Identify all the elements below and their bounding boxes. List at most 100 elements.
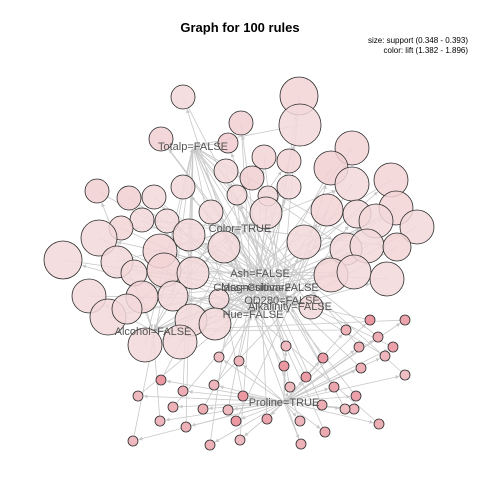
rule-node: [148, 126, 174, 152]
rule-node: [399, 369, 411, 381]
rule-edge: [283, 349, 388, 403]
rule-node: [127, 327, 163, 363]
rule-edge: [258, 275, 268, 420]
rule-node: [204, 439, 216, 451]
rule-node: [197, 403, 209, 415]
rule-node: [310, 193, 344, 227]
rule-edge: [213, 307, 289, 386]
rule-edge: [193, 148, 326, 433]
item-label-alcohol: Alcohol=FALSE: [115, 326, 192, 338]
rule-edge: [194, 148, 312, 308]
rule-node: [239, 165, 265, 191]
rule-node: [170, 84, 196, 110]
rule-node: [237, 390, 249, 402]
rule-node: [170, 174, 196, 200]
rule-node: [222, 404, 234, 416]
rule-node: [154, 415, 166, 427]
rule-node: [172, 218, 206, 252]
rule-node: [207, 230, 241, 264]
rule-node: [198, 307, 232, 341]
rule-edge: [235, 308, 290, 422]
rule-edge: [283, 401, 340, 410]
rule-edge: [209, 230, 242, 446]
rule-node: [84, 178, 110, 204]
rule-edge: [283, 370, 356, 403]
item-label-class: Class=Cultivar2: [213, 282, 290, 294]
rule-node: [399, 314, 411, 326]
rule-edge: [283, 401, 374, 424]
rule-node: [387, 341, 399, 353]
item-label-color: Color=TRUE: [209, 223, 272, 235]
rule-edge: [229, 298, 291, 307]
item-label-alkalinity: Alkalinity=FALSE: [248, 301, 332, 313]
rule-node: [278, 103, 322, 147]
rule-edge: [283, 401, 297, 417]
rule-node: [276, 174, 302, 200]
rule-edge: [269, 289, 291, 388]
rule-node: [129, 207, 155, 233]
rule-edge: [194, 148, 324, 359]
rule-node: [167, 401, 179, 413]
rule-node: [399, 209, 435, 245]
rule-edge: [283, 401, 300, 439]
rule-edge: [252, 289, 301, 422]
rule-node: [334, 166, 370, 202]
rule-edge: [141, 219, 288, 305]
rule-node: [328, 381, 340, 393]
legend-size: size: support (0.348 - 0.393): [367, 36, 468, 45]
rule-edge: [138, 401, 285, 441]
rule-node: [336, 254, 372, 290]
graph-title: Graph for 100 rules: [180, 20, 300, 35]
rule-node: [372, 331, 384, 343]
rule-node: [316, 399, 328, 411]
rule-node: [251, 144, 277, 170]
rule-edge: [261, 274, 362, 369]
rule-edge: [166, 379, 285, 403]
rule-node: [382, 232, 412, 262]
rule-node: [234, 434, 246, 446]
rule-node: [176, 256, 210, 290]
rule-edge: [243, 364, 285, 403]
rule-edge: [254, 316, 285, 367]
rule-edge: [223, 360, 285, 403]
rule-edge: [193, 148, 307, 378]
rule-node: [141, 184, 167, 210]
rule-node: [132, 390, 144, 402]
rule-node: [180, 421, 192, 433]
item-label-totalp: Totalp=FALSE: [158, 141, 228, 153]
rule-node: [249, 196, 283, 230]
rule-edge: [193, 148, 302, 445]
rule-edge: [214, 401, 285, 443]
rule-edge: [283, 392, 289, 403]
rule-node: [355, 362, 367, 374]
item-label-proline: Proline=TRUE: [249, 397, 320, 409]
rule-node: [379, 350, 391, 362]
rule-node: [298, 294, 324, 320]
rule-edge: [270, 289, 323, 406]
rule-node: [233, 355, 245, 367]
rule-node: [228, 110, 254, 136]
rule-node: [340, 324, 352, 336]
rule-node: [294, 415, 306, 427]
rule-node: [127, 435, 139, 447]
rule-edge: [219, 385, 285, 403]
legend: size: support (0.348 - 0.393) color: lif…: [368, 36, 468, 56]
rule-node: [155, 374, 167, 386]
rule-edge: [283, 381, 303, 403]
rule-node: [280, 340, 292, 352]
rule-edge: [242, 229, 379, 338]
rule-node: [353, 341, 365, 353]
item-label-layer: Totalp=FALSE Color=TRUE Ash=FALSE Class=Cul…: [115, 141, 332, 409]
rule-node: [80, 219, 118, 257]
rule-edge: [188, 390, 285, 403]
rule-node: [284, 381, 296, 393]
rule-node: [226, 184, 248, 206]
rule-node: [286, 224, 322, 260]
rule-node: [198, 199, 224, 225]
rule-edge: [241, 401, 285, 420]
rule-edge: [248, 395, 285, 403]
rule-node: [154, 208, 180, 234]
rule-node: [300, 371, 312, 383]
rule-edge: [239, 289, 254, 441]
rule-node: [364, 314, 376, 326]
